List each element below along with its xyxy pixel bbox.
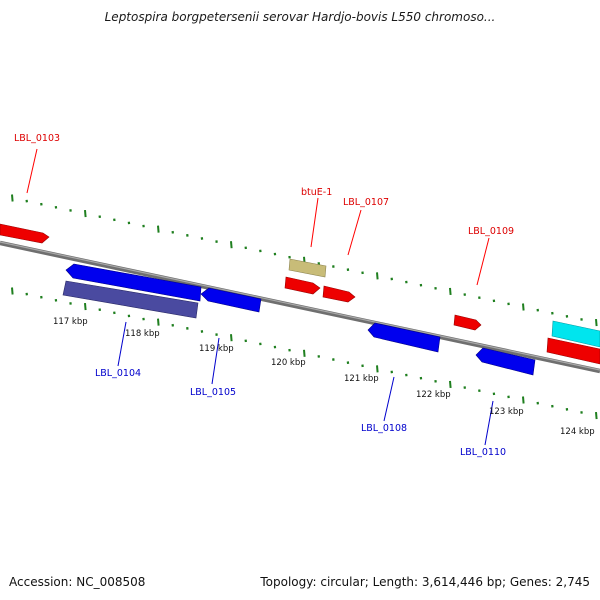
gene-btue-1[interactable] <box>288 258 327 278</box>
scale-label-120: 120 kbp <box>271 358 306 368</box>
gene-lbl-0103[interactable] <box>0 223 50 244</box>
label-lbl-0107[interactable]: LBL_0107 <box>343 197 389 208</box>
scale-label-124: 124 kbp <box>560 427 595 437</box>
tick-bottom-major <box>84 302 87 311</box>
leader-line-lbl-0103 <box>26 148 38 194</box>
scale-label-117: 117 kbp <box>53 317 88 327</box>
scale-label-121: 121 kbp <box>344 374 379 384</box>
leader-line-lbl-0109 <box>476 237 490 286</box>
tick-top-major <box>157 225 160 233</box>
leader-line-lbl-0105 <box>211 337 220 385</box>
gene-lbl-0109[interactable] <box>453 314 482 331</box>
map-title: Leptospira borgpetersenii serovar Hardjo… <box>104 10 496 24</box>
scale-label-118: 118 kbp <box>125 329 160 339</box>
leader-line-lbl-0104 <box>117 321 127 367</box>
label-lbl-0109[interactable]: LBL_0109 <box>468 226 514 237</box>
label-lbl-0105[interactable]: LBL_0105 <box>190 387 236 398</box>
tick-bottom-major <box>595 412 598 420</box>
scale-label-122: 122 kbp <box>416 390 451 400</box>
tick-top-major <box>230 241 233 249</box>
leader-line-lbl-0108 <box>383 376 395 422</box>
genome-summary-text: Topology: circular; Length: 3,614,446 bp… <box>260 575 590 589</box>
label-lbl-0104[interactable]: LBL_0104 <box>95 368 141 379</box>
gene-lbl-0104[interactable] <box>62 280 199 319</box>
label-lbl-0108[interactable]: LBL_0108 <box>361 423 407 434</box>
chromosome-backbone <box>0 240 600 374</box>
tick-top-major <box>376 272 379 280</box>
tick-bottom-major <box>376 365 379 373</box>
leader-line-btue-1 <box>310 197 319 248</box>
scale-label-119: 119 kbp <box>199 344 234 354</box>
tick-bottom-major <box>522 396 525 404</box>
scale-label-123: 123 kbp <box>489 407 524 417</box>
label-btue-1[interactable]: btuE-1 <box>301 187 332 198</box>
tick-top-major <box>11 194 14 202</box>
gene-lbl-0108[interactable] <box>367 322 441 353</box>
label-lbl-0110[interactable]: LBL_0110 <box>460 447 506 458</box>
tick-top-major <box>84 209 87 218</box>
gene-lbl-0102[interactable] <box>65 263 202 302</box>
tick-top-major <box>449 287 452 296</box>
tick-top-major <box>595 319 598 327</box>
gene-lbl-0110[interactable] <box>475 347 536 376</box>
tick-bottom-major <box>230 334 233 342</box>
tick-row-bottom <box>11 287 598 420</box>
tick-top-major <box>522 303 525 311</box>
gene-lbl-0105[interactable] <box>200 287 262 313</box>
tick-bottom-major <box>449 380 452 389</box>
label-lbl-0103[interactable]: LBL_0103 <box>14 133 60 144</box>
accession-text: Accession: NC_008508 <box>9 575 146 589</box>
tick-bottom-major <box>11 287 14 295</box>
gene-cyan-feature[interactable] <box>551 320 600 348</box>
tick-bottom-major <box>303 349 306 357</box>
gene-lbl-0107[interactable] <box>322 285 356 303</box>
tick-bottom-major <box>157 318 160 326</box>
leader-line-lbl-0107 <box>347 209 362 256</box>
gene-lbl-0106[interactable] <box>284 276 321 295</box>
gene-features <box>0 223 600 376</box>
leader-line-lbl-0110 <box>484 400 494 446</box>
gene-lbl-0111[interactable] <box>546 337 600 365</box>
